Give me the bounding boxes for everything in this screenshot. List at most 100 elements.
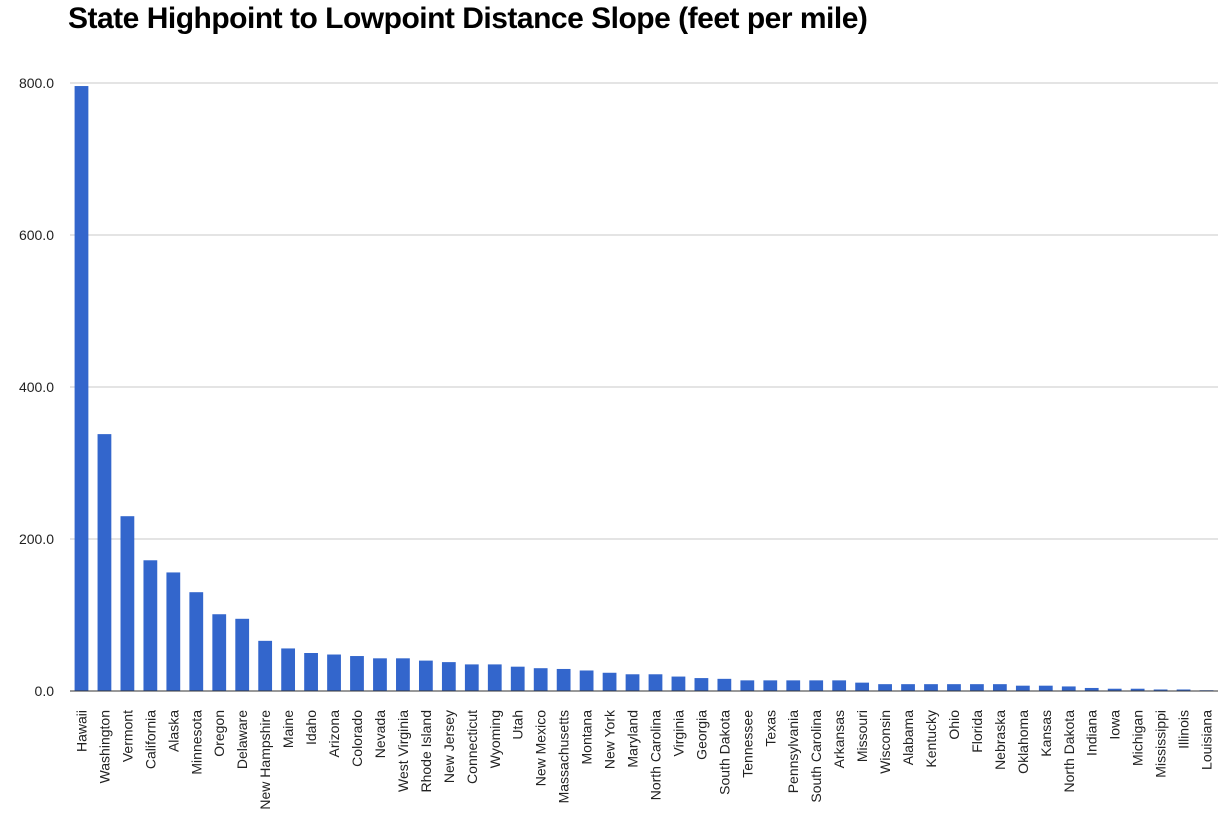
bar-georgia <box>694 678 709 691</box>
x-category-label: Kansas <box>1038 710 1054 757</box>
bar-colorado <box>350 656 364 691</box>
bar-illinois <box>1176 689 1191 691</box>
bar-minnesota <box>189 592 204 691</box>
bar-new-jersey <box>441 662 456 691</box>
x-category-label: Ohio <box>946 710 962 740</box>
bar-hawaii <box>74 86 89 692</box>
bar-kansas <box>1038 685 1053 691</box>
bar-kentucky <box>924 684 938 691</box>
x-category-label: Vermont <box>119 710 135 762</box>
bar-michigan <box>1130 688 1145 691</box>
x-category-label: Alaska <box>165 710 181 752</box>
x-category-label: Idaho <box>303 710 319 745</box>
x-category-label: Connecticut <box>464 710 480 784</box>
y-tick-label: 600.0 <box>19 227 54 243</box>
bar-new-hampshire <box>258 640 273 691</box>
x-category-label: Virginia <box>670 710 686 757</box>
x-category-label: Montana <box>579 710 595 765</box>
x-category-label: Massachusetts <box>556 710 572 803</box>
x-category-label: Colorado <box>349 710 365 767</box>
bar-nevada <box>373 658 387 691</box>
bar-vermont <box>120 516 135 691</box>
bar-california <box>143 560 158 691</box>
x-category-label: Florida <box>969 710 985 753</box>
x-category-label: Oklahoma <box>1015 710 1031 774</box>
bar-alaska <box>166 572 181 691</box>
grid-layer <box>70 82 1218 540</box>
bar-florida <box>970 684 984 691</box>
bar-arkansas <box>832 680 847 691</box>
bar-west-virginia <box>396 658 410 691</box>
bar-new-york <box>602 672 617 691</box>
x-category-label: New Hampshire <box>257 710 273 810</box>
bar-maine <box>281 648 296 691</box>
x-category-label: New York <box>602 709 618 769</box>
bar-utah <box>510 666 525 691</box>
x-axis-category-labels: Hawaii Washington Vermont California Alaska M… <box>73 709 1214 810</box>
bar-nebraska <box>992 684 1007 691</box>
bar-indiana <box>1084 687 1099 691</box>
x-category-label: New Mexico <box>533 710 549 786</box>
x-category-label: North Dakota <box>1061 710 1077 793</box>
bar-pennsylvania <box>786 680 801 691</box>
x-category-label: Tennessee <box>739 710 755 778</box>
x-category-label: Nebraska <box>992 710 1008 770</box>
bar-south-dakota <box>717 678 732 691</box>
x-category-label: California <box>142 710 158 769</box>
x-category-label: Louisiana <box>1199 710 1215 770</box>
bar-south-carolina <box>809 680 824 691</box>
bar-montana <box>579 670 594 691</box>
x-category-label: New Jersey <box>441 710 457 783</box>
bar-ohio <box>947 684 961 691</box>
x-category-label: Georgia <box>693 710 709 760</box>
x-category-label: Maryland <box>625 710 641 768</box>
x-category-label: Wisconsin <box>877 710 893 774</box>
x-category-label: Iowa <box>1107 710 1123 740</box>
bar-texas <box>763 680 778 691</box>
x-category-label: South Carolina <box>808 710 824 803</box>
bar-oregon <box>212 614 227 691</box>
bar-arizona <box>327 654 341 691</box>
bar-iowa <box>1107 688 1122 691</box>
bar-connecticut <box>464 664 479 691</box>
y-axis-tick-labels: 0.0 200.0 400.0 600.0 800.0 <box>19 75 54 699</box>
x-category-label: West Virginia <box>395 710 411 792</box>
bar-new-mexico <box>533 668 548 691</box>
x-category-label: Michigan <box>1130 710 1146 766</box>
x-category-label: South Dakota <box>716 710 732 795</box>
bar-delaware <box>235 618 250 691</box>
x-category-label: Kentucky <box>923 710 939 768</box>
bar-washington <box>97 434 112 691</box>
y-tick-label: 800.0 <box>19 75 54 91</box>
bar-wisconsin <box>878 684 892 691</box>
bar-oklahoma <box>1015 685 1030 691</box>
bar-alabama <box>901 684 915 691</box>
bar-tennessee <box>740 680 755 691</box>
bar-missouri <box>855 682 870 691</box>
x-category-label: Nevada <box>372 710 388 758</box>
y-tick-label: 400.0 <box>19 379 54 395</box>
x-category-label: Minnesota <box>188 710 204 775</box>
bar-massachusetts <box>556 668 571 691</box>
x-category-label: Maine <box>280 710 296 748</box>
bar-north-carolina <box>648 674 663 691</box>
chart-title: State Highpoint to Lowpoint Distance Slo… <box>68 2 868 35</box>
x-category-label: Wyoming <box>487 710 503 768</box>
x-category-label: Pennsylvania <box>785 710 801 793</box>
bar-idaho <box>304 653 318 691</box>
x-category-label: North Carolina <box>647 710 663 800</box>
bar-maryland <box>625 674 640 691</box>
x-category-label: Rhode Island <box>418 710 434 793</box>
bar-virginia <box>671 676 686 691</box>
bar-mississippi <box>1153 689 1168 691</box>
y-tick-label: 0.0 <box>35 683 55 699</box>
bars <box>74 86 1214 692</box>
x-category-label: Delaware <box>234 710 250 769</box>
x-category-label: Indiana <box>1084 710 1100 756</box>
x-category-label: Alabama <box>900 710 916 765</box>
x-category-label: Arkansas <box>831 710 847 768</box>
x-category-label: Mississippi <box>1153 710 1169 778</box>
x-category-label: Utah <box>510 710 526 740</box>
x-category-label: Arizona <box>326 710 342 758</box>
